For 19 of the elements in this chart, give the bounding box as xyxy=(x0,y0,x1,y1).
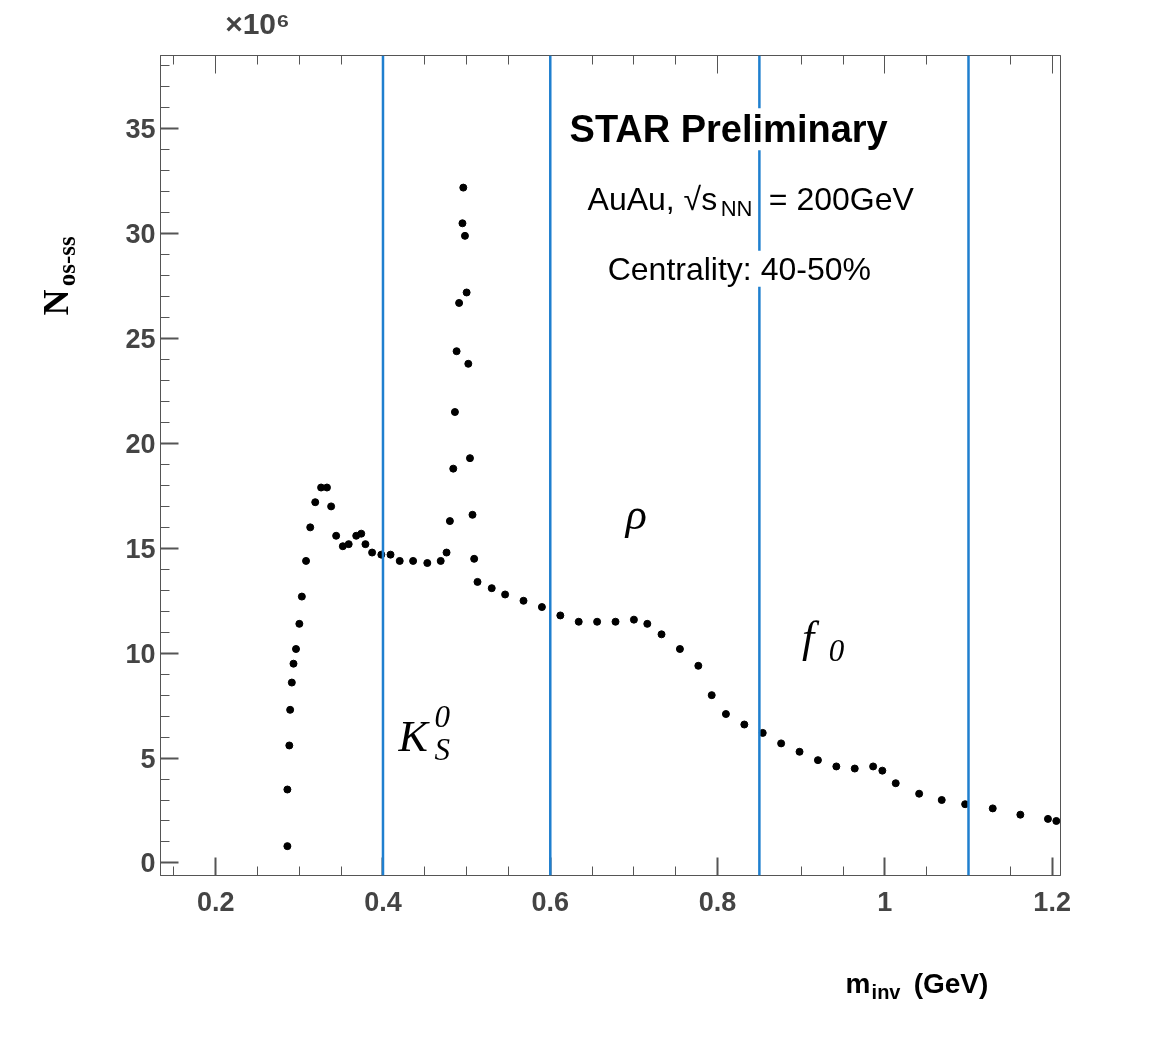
y-tick-label: 5 xyxy=(140,743,156,774)
y-tick-label: 0 xyxy=(140,848,156,879)
y-axis-title: Nos-ss xyxy=(35,235,80,316)
y-tick-label: 25 xyxy=(125,324,156,355)
y-tick-label: 10 xyxy=(125,638,156,669)
y-tick-label: 20 xyxy=(125,428,156,459)
annotation: ρ xyxy=(623,490,647,540)
annotation: STAR Preliminary xyxy=(569,108,888,151)
text: ×10⁶ xyxy=(225,6,290,40)
x-tick-label: 0.8 xyxy=(698,886,737,917)
y-tick-label: 15 xyxy=(125,533,156,564)
y-tick-label: 35 xyxy=(125,114,156,145)
x-tick-label: 0.6 xyxy=(531,886,570,917)
annotation: Centrality: 40-50% xyxy=(607,250,871,287)
x-tick-label: 0.4 xyxy=(364,886,402,917)
y-tick-label: 30 xyxy=(125,219,156,250)
x-tick-label: 1 xyxy=(877,886,893,917)
x-tick-label: 0.2 xyxy=(196,886,235,917)
x-tick-label: 1.2 xyxy=(1033,886,1071,917)
